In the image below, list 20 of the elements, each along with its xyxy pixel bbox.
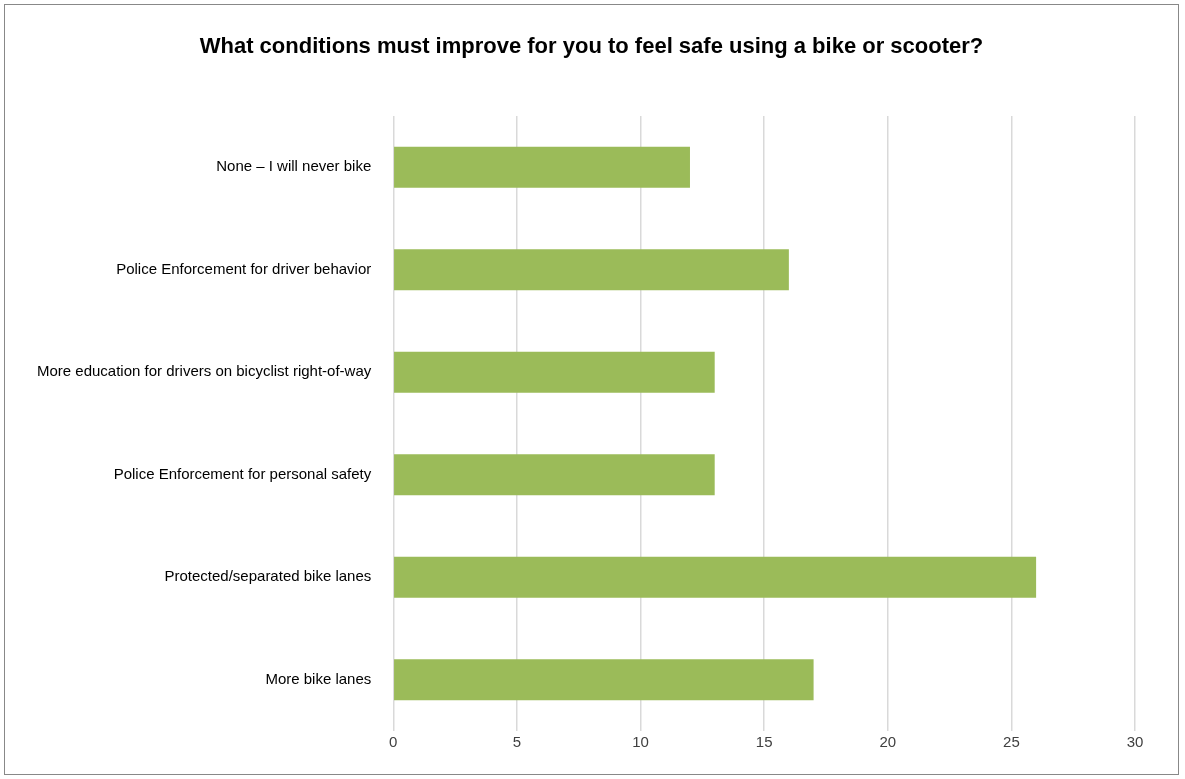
bar <box>394 454 715 496</box>
x-tick-label: 25 <box>1003 733 1020 751</box>
y-tick-label: Police Enforcement for driver behavior <box>116 259 372 277</box>
y-tick-label: None – I will never bike <box>216 157 372 175</box>
x-tick-label: 0 <box>389 733 398 751</box>
bar <box>394 556 1037 598</box>
y-tick-label: More bike lanes <box>265 669 372 687</box>
y-tick-label: Protected/separated bike lanes <box>164 567 372 585</box>
bar <box>394 659 814 701</box>
bar <box>394 146 690 188</box>
bar <box>394 249 789 291</box>
x-tick-label: 10 <box>632 733 649 751</box>
y-tick-label: Police Enforcement for personal safety <box>113 464 372 482</box>
x-tick-label: 15 <box>755 733 773 751</box>
x-tick-label: 5 <box>512 733 522 751</box>
chart-title: What conditions must improve for you to feel safe using a bike or scooter? <box>198 33 985 59</box>
x-tick-label: 30 <box>1126 733 1144 751</box>
bar <box>394 351 715 393</box>
y-tick-label: More education for drivers on bicyclist right-of-way <box>37 362 372 380</box>
x-tick-label: 20 <box>879 733 897 751</box>
